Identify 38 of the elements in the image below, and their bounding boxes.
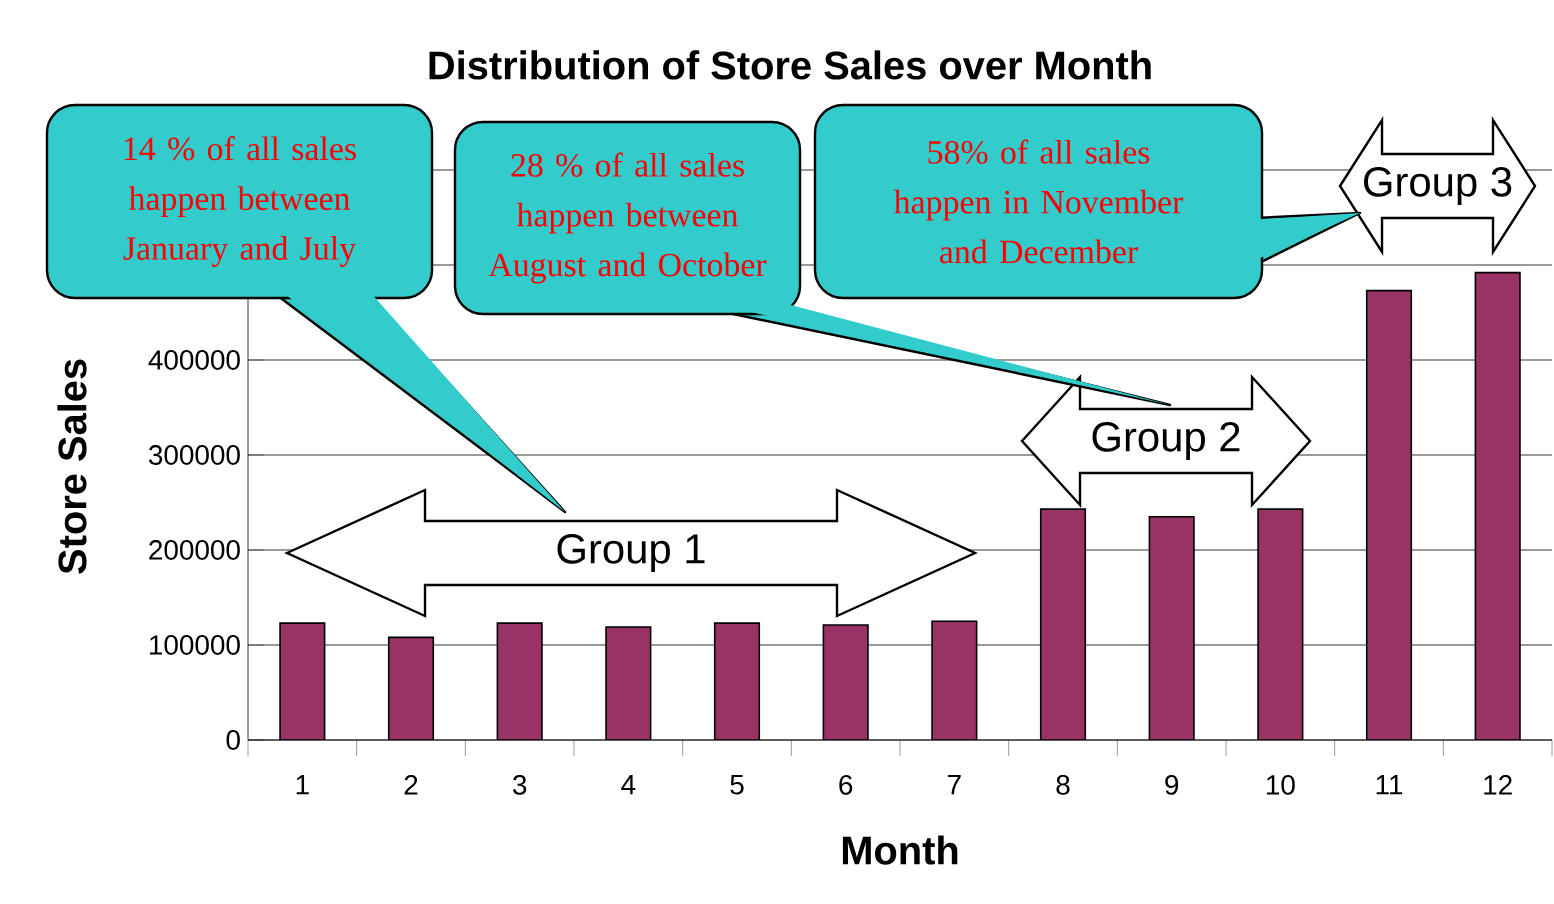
x-axis-title: Month bbox=[842, 835, 958, 865]
bar bbox=[279, 622, 326, 740]
bar bbox=[1039, 508, 1087, 740]
x-tick-label: 11 bbox=[1376, 775, 1403, 795]
x-tick-label: 12 bbox=[1484, 775, 1512, 795]
bar bbox=[496, 622, 543, 740]
annotation: Group 1 bbox=[557, 534, 705, 572]
annotation: Group 2 bbox=[1092, 422, 1240, 460]
bar bbox=[1474, 271, 1521, 740]
x-tick-label: 8 bbox=[1056, 775, 1070, 795]
x-tick-label: 4 bbox=[621, 775, 636, 795]
x-tick-label: 5 bbox=[730, 775, 744, 795]
x-tick-label: 2 bbox=[404, 775, 418, 795]
bar bbox=[1365, 289, 1413, 740]
annotation: Group 3 bbox=[1364, 167, 1512, 205]
y-tick-label: 0 bbox=[226, 730, 240, 750]
x-tick-label: 10 bbox=[1266, 775, 1295, 795]
x-tick-label: 3 bbox=[512, 775, 527, 795]
x-tick-label: 9 bbox=[1165, 775, 1179, 795]
y-tick-label: 400000 bbox=[148, 350, 240, 370]
annotation: 28 % of all sales happen between August and October bbox=[488, 152, 767, 284]
bar bbox=[713, 622, 761, 740]
y-tick-label: 200000 bbox=[149, 540, 240, 560]
y-axis-title: Store Sales bbox=[57, 359, 87, 574]
x-tick-label: 6 bbox=[839, 775, 853, 795]
bar bbox=[822, 624, 869, 740]
bar bbox=[1257, 508, 1304, 740]
annotation: 58% of all sales happen in November and December bbox=[894, 139, 1184, 264]
annotation: 14 % of all sales happen between January and July bbox=[123, 136, 357, 267]
bar bbox=[387, 636, 435, 740]
bar bbox=[605, 626, 652, 740]
x-tick-label: 1 bbox=[296, 775, 309, 795]
y-tick-label: 300000 bbox=[148, 445, 240, 465]
y-tick-label: 100000 bbox=[150, 635, 240, 655]
bar bbox=[1148, 515, 1195, 740]
x-tick-label: 7 bbox=[948, 775, 961, 795]
chart-title: Distribution of Store Sales over Month bbox=[429, 50, 1151, 80]
bar bbox=[931, 620, 978, 740]
